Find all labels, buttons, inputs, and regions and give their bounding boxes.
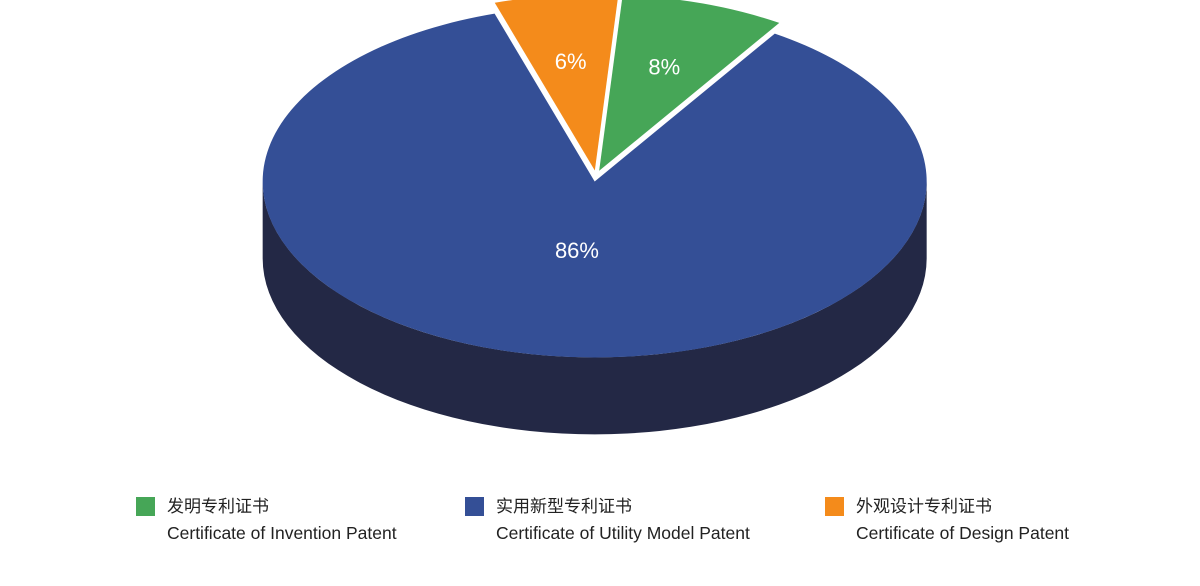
legend-label-utility-model-en: Certificate of Utility Model Patent bbox=[496, 523, 750, 543]
pie-sides bbox=[262, 181, 927, 435]
pie-tops bbox=[262, 0, 927, 358]
legend-label-utility-model-cn: 实用新型专利证书 bbox=[496, 497, 632, 517]
slice-label-design: 6% bbox=[555, 49, 587, 74]
legend-label-invention-en: Certificate of Invention Patent bbox=[167, 523, 397, 543]
slice-label-invention: 8% bbox=[648, 54, 680, 79]
legend-label-design-en: Certificate of Design Patent bbox=[856, 523, 1070, 543]
legend-label-design-cn: 外观设计专利证书 bbox=[856, 497, 992, 517]
slice-design bbox=[494, 0, 618, 171]
legend-label-invention-cn: 发明专利证书 bbox=[167, 497, 269, 517]
slice-invention bbox=[599, 0, 780, 171]
slice-utility-model bbox=[262, 13, 927, 358]
legend-swatch-design bbox=[825, 497, 844, 516]
slice-side-utility-model bbox=[262, 181, 927, 435]
slice-label-utility-model: 86% bbox=[555, 238, 599, 263]
pie-labels: 8% 86% 6% bbox=[555, 49, 680, 263]
legend-swatch-invention bbox=[136, 497, 155, 516]
legend-swatch-utility-model bbox=[465, 497, 484, 516]
